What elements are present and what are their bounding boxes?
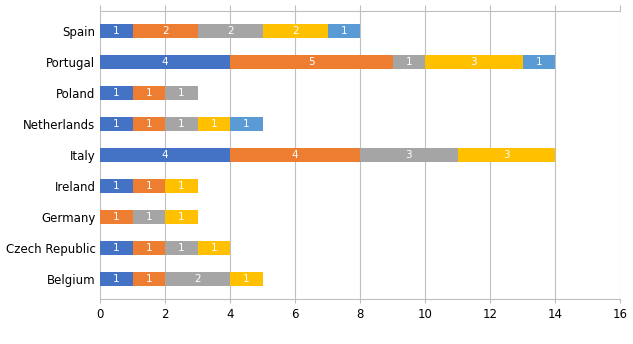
- Bar: [100, 148, 230, 162]
- Bar: [165, 241, 197, 255]
- Text: 1: 1: [113, 181, 120, 191]
- Text: 1: 1: [341, 26, 347, 36]
- Bar: [165, 86, 197, 100]
- Bar: [100, 179, 133, 193]
- Text: 4: 4: [162, 57, 168, 67]
- Text: 1: 1: [211, 243, 217, 253]
- Bar: [165, 117, 197, 131]
- Bar: [133, 241, 165, 255]
- Text: 1: 1: [146, 274, 153, 284]
- Bar: [360, 148, 458, 162]
- Text: 1: 1: [146, 181, 153, 191]
- Bar: [100, 55, 230, 69]
- Text: 1: 1: [178, 243, 185, 253]
- Bar: [100, 86, 133, 100]
- Bar: [458, 148, 555, 162]
- Bar: [328, 24, 360, 38]
- Text: 1: 1: [113, 119, 120, 129]
- Bar: [133, 272, 165, 286]
- Bar: [263, 24, 328, 38]
- Bar: [230, 272, 263, 286]
- Text: 1: 1: [536, 57, 542, 67]
- Bar: [100, 24, 133, 38]
- Text: 2: 2: [162, 26, 168, 36]
- Bar: [197, 117, 230, 131]
- Bar: [100, 241, 133, 255]
- Bar: [100, 272, 133, 286]
- Text: 1: 1: [406, 57, 412, 67]
- Bar: [392, 55, 425, 69]
- Text: 2: 2: [292, 26, 299, 36]
- Bar: [165, 272, 230, 286]
- Text: 1: 1: [243, 274, 250, 284]
- Text: 1: 1: [211, 119, 217, 129]
- Text: 1: 1: [146, 88, 153, 98]
- Bar: [522, 55, 555, 69]
- Bar: [165, 179, 197, 193]
- Text: 1: 1: [146, 212, 153, 222]
- Bar: [100, 210, 133, 224]
- Text: 1: 1: [113, 88, 120, 98]
- Bar: [133, 179, 165, 193]
- Text: 2: 2: [227, 26, 234, 36]
- Text: 1: 1: [146, 243, 153, 253]
- Bar: [133, 86, 165, 100]
- Text: 3: 3: [503, 150, 510, 160]
- Text: 1: 1: [113, 243, 120, 253]
- Text: 1: 1: [178, 119, 185, 129]
- Text: 2: 2: [194, 274, 201, 284]
- Bar: [197, 24, 263, 38]
- Text: 5: 5: [308, 57, 315, 67]
- Text: 1: 1: [178, 88, 185, 98]
- Bar: [230, 117, 263, 131]
- Text: 4: 4: [162, 150, 168, 160]
- Bar: [100, 117, 133, 131]
- Bar: [165, 210, 197, 224]
- Text: 1: 1: [178, 181, 185, 191]
- Text: 1: 1: [113, 274, 120, 284]
- Text: 1: 1: [243, 119, 250, 129]
- Text: 3: 3: [406, 150, 412, 160]
- Bar: [197, 241, 230, 255]
- Text: 1: 1: [146, 119, 153, 129]
- Text: 1: 1: [178, 212, 185, 222]
- Bar: [133, 117, 165, 131]
- Text: 3: 3: [470, 57, 477, 67]
- Text: 1: 1: [113, 26, 120, 36]
- Bar: [230, 148, 360, 162]
- Bar: [133, 24, 197, 38]
- Text: 4: 4: [292, 150, 299, 160]
- Text: 1: 1: [113, 212, 120, 222]
- Bar: [425, 55, 522, 69]
- Bar: [133, 210, 165, 224]
- Bar: [230, 55, 392, 69]
